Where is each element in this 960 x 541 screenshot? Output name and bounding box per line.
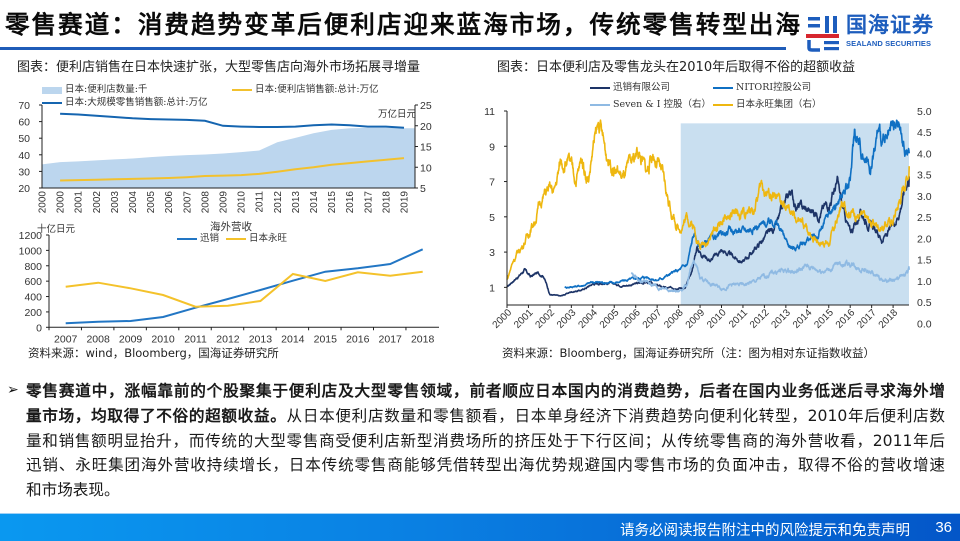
y2-tick-label: 3.5 xyxy=(917,170,932,182)
y2-tick-label: 5.0 xyxy=(917,106,932,118)
x-tick-label: 2007 xyxy=(641,307,665,331)
y2-tick-label: 2.5 xyxy=(917,212,932,224)
x-tick-label: 2011 xyxy=(727,307,750,330)
y-tick-label: 7 xyxy=(489,177,495,189)
bold-text: 零售赛道中，涨幅靠前的个股聚集于便利店及大型零售领域，前者顺应日本国内的消费趋势… xyxy=(26,382,945,400)
x-tick-label: 2016 xyxy=(834,307,858,331)
x-tick-label: 2014 xyxy=(791,307,815,331)
y-tick-label: 9 xyxy=(489,141,495,153)
x-tick-label: 2000 xyxy=(491,307,515,331)
x-tick-label: 2012 xyxy=(748,307,772,331)
x-tick-label: 2008 xyxy=(662,307,686,331)
paragraph-line: 零售赛道中，涨幅靠前的个股聚集于便利店及大型零售领域，前者顺应日本国内的消费趋势… xyxy=(26,380,945,402)
x-tick-label: 2005 xyxy=(598,307,622,331)
normal-text: 迅销、永旺集团海外营收持续增长，日本传统零售商能够凭借转型出海优势规避国内零售市… xyxy=(26,456,945,474)
y-tick-label: 1 xyxy=(489,282,495,294)
y2-tick-label: 0.5 xyxy=(917,297,932,309)
x-tick-label: 2006 xyxy=(619,307,643,331)
paragraph-line: 和市场表现。 xyxy=(26,479,945,501)
x-tick-label: 2004 xyxy=(576,307,600,331)
y2-tick-label: 0.0 xyxy=(917,318,932,330)
y2-tick-label: 4.0 xyxy=(917,148,932,160)
footer-bar: 请务必阅读报告附注中的风险提示和免责声明 36 xyxy=(0,513,960,541)
y2-tick-label: 1.0 xyxy=(917,276,932,288)
paragraph-line: 量市场，均取得了不俗的超额收益。从日本便利店数量和零售额看，日本单身经济下消费趋… xyxy=(26,405,945,427)
x-tick-label: 2002 xyxy=(534,307,558,331)
disclaimer-link[interactable]: 请务必阅读报告附注中的风险提示和免责声明 xyxy=(620,519,910,540)
bullet-arrow-icon: ➢ xyxy=(7,382,19,398)
normal-text: 量和销售额明显抬升，而传统的大型零售商受便利店新型消费场所的挤压处于下行区间；从… xyxy=(26,432,945,450)
y-tick-label: 3 xyxy=(489,247,495,259)
x-tick-label: 2003 xyxy=(555,307,579,331)
y2-tick-label: 4.5 xyxy=(917,127,932,139)
paragraph-line: 迅销、永旺集团海外营收持续增长，日本传统零售商能够凭借转型出海优势规避国内零售市… xyxy=(26,454,945,476)
page-number: 36 xyxy=(935,519,952,536)
y2-tick-label: 1.5 xyxy=(917,255,932,267)
x-tick-label: 2001 xyxy=(512,307,536,331)
x-tick-label: 2018 xyxy=(877,307,901,331)
x-tick-label: 2015 xyxy=(812,307,836,331)
bold-text: 量市场，均取得了不俗的超额收益。 xyxy=(26,407,287,425)
normal-text: 和市场表现。 xyxy=(26,481,120,499)
y-tick-label: 11 xyxy=(484,106,495,118)
x-tick-label: 2017 xyxy=(855,307,879,331)
y-tick-label: 5 xyxy=(489,212,495,224)
x-tick-label: 2013 xyxy=(769,307,793,331)
normal-text: 从日本便利店数量和零售额看，日本单身经济下消费趋势向便利化转型，2010年后便利… xyxy=(287,407,945,425)
y2-tick-label: 2.0 xyxy=(917,233,932,245)
y2-tick-label: 3.0 xyxy=(917,191,932,203)
x-tick-label: 2010 xyxy=(705,307,729,331)
x-tick-label: 2009 xyxy=(684,307,708,331)
paragraph-line: 量和销售额明显抬升，而传统的大型零售商受便利店新型消费场所的挤压处于下行区间；从… xyxy=(26,430,945,452)
right-source-note: 资料来源：Bloomberg，国海证券研究所（注：图为相对东证指数收益） xyxy=(502,345,875,361)
